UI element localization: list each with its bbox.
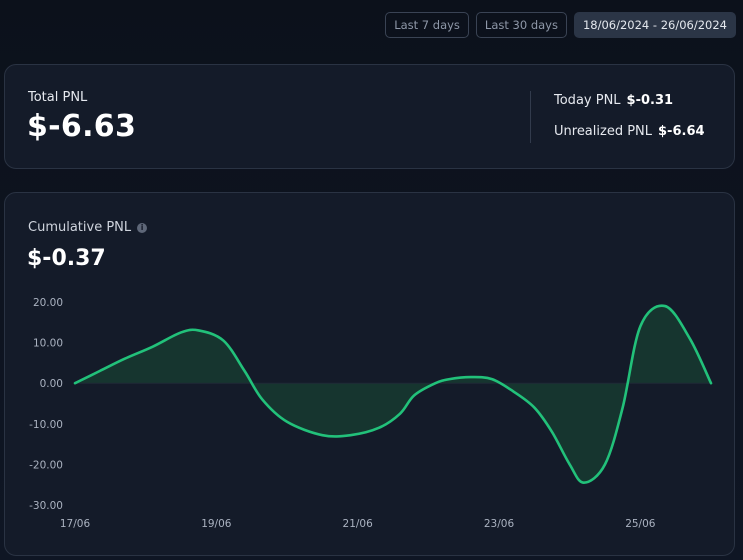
unrealized-pnl: Unrealized PNL $-6.64 — [554, 124, 705, 139]
pnl-area-fill — [75, 305, 711, 483]
y-axis: 20.00 10.00 0.00 -10.00 -20.00 -30.00 — [29, 297, 63, 512]
summary-divider — [530, 91, 531, 143]
custom-date-range-button[interactable]: 18/06/2024 - 26/06/2024 — [573, 12, 736, 38]
date-range-selector: Last 7 days Last 30 days 18/06/2024 - 26… — [385, 12, 736, 38]
unrealized-pnl-value: $-6.64 — [658, 124, 705, 139]
y-tick-label: 10.00 — [33, 338, 63, 350]
cumulative-pnl-chart: 20.00 10.00 0.00 -10.00 -20.00 -30.00 17/06 19… — [29, 297, 713, 530]
total-pnl-label: Total PNL — [28, 90, 88, 105]
x-tick-label: 19/06 — [201, 518, 232, 530]
info-icon[interactable]: i — [137, 222, 148, 233]
plot-area — [73, 304, 713, 484]
x-axis: 17/06 19/06 21/06 23/06 25/06 — [60, 518, 656, 530]
x-tick-label: 23/06 — [484, 518, 515, 530]
cumulative-pnl-value: $-0.37 — [27, 246, 106, 271]
last-7-days-button[interactable]: Last 7 days — [385, 12, 469, 38]
last-30-days-button[interactable]: Last 30 days — [475, 12, 567, 38]
total-pnl-value: $-6.63 — [27, 109, 137, 144]
y-tick-label: -10.00 — [29, 419, 63, 431]
y-tick-label: 0.00 — [40, 378, 63, 390]
y-tick-label: -20.00 — [29, 459, 63, 471]
cumulative-pnl-header: Cumulative PNL i — [28, 220, 148, 235]
y-tick-label: -30.00 — [29, 500, 63, 512]
x-tick-label: 21/06 — [343, 518, 374, 530]
today-pnl: Today PNL $-0.31 — [554, 93, 673, 108]
cumulative-pnl-card: Cumulative PNL i $-0.37 20.00 10.00 0.00 -1… — [4, 192, 735, 556]
pnl-series-line — [73, 304, 713, 484]
x-tick-label: 17/06 — [60, 518, 91, 530]
pnl-summary-card: Total PNL $-6.63 Today PNL $-0.31 Unreali… — [4, 64, 735, 169]
cumulative-pnl-label: Cumulative PNL — [28, 220, 132, 235]
y-tick-label: 20.00 — [33, 297, 63, 309]
today-pnl-value: $-0.31 — [626, 93, 674, 108]
x-tick-label: 25/06 — [625, 518, 656, 530]
unrealized-pnl-label: Unrealized PNL — [554, 124, 653, 139]
today-pnl-label: Today PNL — [554, 93, 621, 108]
